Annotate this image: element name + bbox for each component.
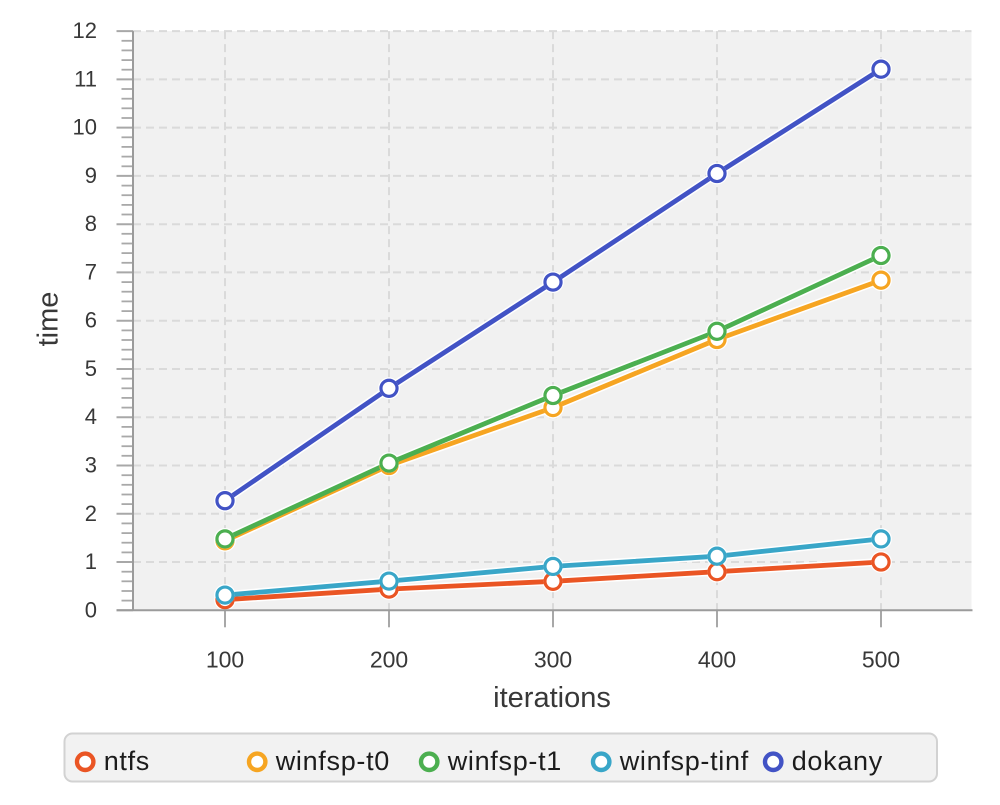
svg-text:200: 200 [370,647,408,673]
svg-text:5: 5 [85,356,97,381]
svg-text:400: 400 [698,647,736,673]
svg-text:winfsp-t0: winfsp-t0 [275,746,390,776]
svg-text:1: 1 [85,549,97,574]
svg-text:4: 4 [85,404,97,429]
svg-text:100: 100 [206,647,244,673]
svg-text:7: 7 [85,259,97,284]
svg-text:winfsp-t1: winfsp-t1 [447,746,562,776]
svg-text:6: 6 [85,308,97,333]
svg-text:12: 12 [73,18,97,43]
svg-text:11: 11 [74,66,97,91]
svg-text:iterations: iterations [493,682,611,714]
svg-text:9: 9 [85,163,97,188]
svg-text:time: time [33,292,65,347]
svg-text:0: 0 [85,597,97,622]
svg-text:dokany: dokany [792,746,883,776]
svg-text:ntfs: ntfs [104,746,150,776]
svg-text:winfsp-tinf: winfsp-tinf [619,746,749,776]
svg-text:8: 8 [85,211,97,236]
svg-text:300: 300 [534,647,572,673]
svg-text:2: 2 [85,501,97,526]
svg-text:10: 10 [73,115,97,140]
svg-text:500: 500 [862,647,900,673]
svg-text:3: 3 [85,453,97,478]
